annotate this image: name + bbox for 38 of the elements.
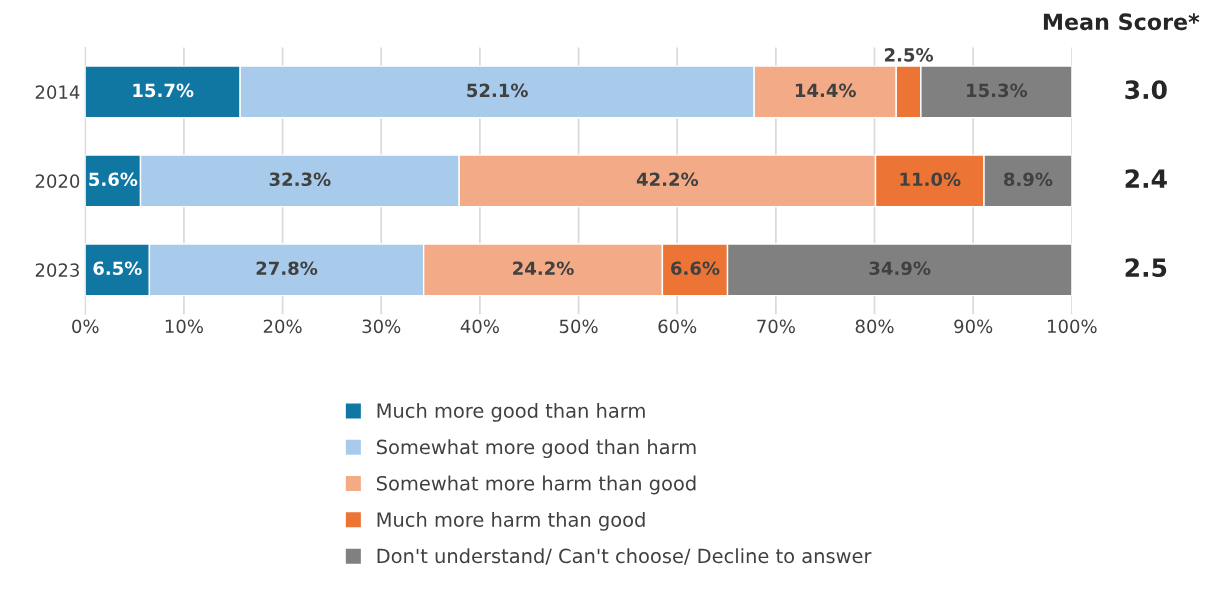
x-tick-label: 70% — [757, 319, 795, 334]
legend-label: Much more good than harm — [377, 402, 645, 422]
data-label: 2.5% — [884, 48, 934, 62]
x-tick-label: 50% — [559, 319, 598, 334]
y-tick-label: 2014 — [35, 85, 80, 100]
data-label: 14.4% — [795, 83, 856, 98]
legend-label: Somewhat more good than harm — [376, 439, 696, 459]
legend-label: Don't understand/ Can't choose/ Decline to answer — [377, 548, 872, 565]
x-tick-label: 20% — [263, 319, 302, 334]
data-label: 6.5% — [93, 261, 142, 276]
legend-label: Somewhat more harm than good — [376, 475, 696, 495]
x-tick-label: 100% — [1048, 319, 1097, 334]
text: Mean Score* — [1043, 13, 1200, 31]
data-label: 42.2% — [636, 172, 699, 187]
legend-label: Much more harm than good — [377, 511, 645, 531]
data-label: 27.8% — [256, 261, 318, 276]
x-tick-label: 30% — [362, 319, 401, 334]
data-label: 24.2% — [513, 261, 574, 276]
x-tick-label: 90% — [954, 319, 993, 334]
data-label: 8.9% — [1004, 172, 1053, 187]
data-label: 32.3% — [269, 172, 331, 187]
y-tick-label: 2020 — [35, 174, 80, 188]
x-tick-label: 40% — [460, 319, 499, 334]
text: 3.0 — [1125, 80, 1167, 100]
data-label: 34.9% — [869, 261, 931, 276]
data-label: 6.6% — [671, 261, 720, 276]
y-tick-label: 2023 — [35, 263, 79, 277]
data-label: 11.0% — [900, 172, 961, 187]
x-tick-label: 60% — [658, 319, 697, 334]
data-label: 15.7% — [133, 83, 194, 98]
data-label: 52.1% — [467, 83, 528, 98]
data-label: 15.3% — [967, 83, 1028, 98]
text: 2.5 — [1125, 258, 1167, 278]
data-label: 5.6% — [89, 172, 138, 187]
x-tick-label: 0% — [72, 319, 99, 334]
text: 2.4 — [1125, 169, 1167, 188]
x-tick-label: 10% — [165, 319, 203, 334]
x-tick-label: 80% — [855, 319, 894, 334]
